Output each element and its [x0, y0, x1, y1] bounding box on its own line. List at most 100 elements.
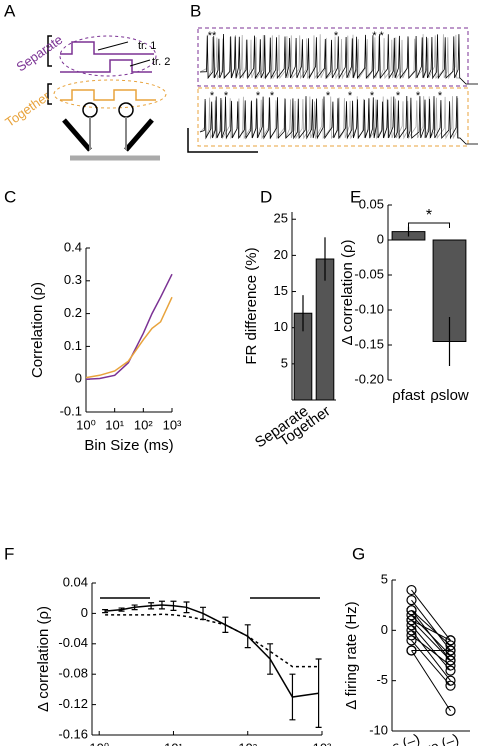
data-point	[406, 615, 417, 626]
y-tick-label: -5	[376, 672, 388, 687]
voltage-trace	[199, 96, 478, 145]
panel-label: F	[4, 544, 14, 563]
asterisk: *	[416, 90, 421, 102]
x-tick-label: 10¹	[105, 417, 124, 432]
y-tick-label: 0.05	[359, 196, 384, 211]
x-tick-label: 10²	[134, 417, 153, 432]
neuron	[118, 102, 134, 118]
y-tick-label: 0.04	[63, 574, 88, 589]
data-point	[445, 650, 456, 661]
asterisk: *	[326, 90, 331, 102]
y-tick-label: -0.05	[354, 266, 384, 281]
error-bar	[183, 601, 190, 614]
pair-line	[411, 589, 451, 641]
data-point	[445, 680, 456, 691]
y-tick-label: -0.16	[58, 726, 88, 741]
error-bar	[148, 602, 155, 610]
dendrite	[89, 117, 127, 150]
trace-wave	[60, 89, 156, 101]
data-point	[406, 595, 417, 606]
pair-line	[411, 609, 451, 646]
group-ellipse	[53, 79, 167, 109]
data-point	[445, 705, 456, 716]
y-tick-label: 15	[274, 283, 288, 298]
data-point	[406, 620, 417, 631]
data-point	[445, 660, 456, 671]
pair-line	[411, 630, 451, 681]
group-box	[197, 27, 469, 87]
trace-wave	[60, 59, 152, 73]
x-tick-label: 10³	[313, 740, 332, 746]
data-point	[406, 605, 417, 616]
x-tick-label: ρfast	[392, 387, 426, 404]
bracket	[47, 35, 52, 67]
panel-label: B	[190, 1, 201, 20]
data-point	[445, 655, 456, 666]
panel-a-diagram	[47, 35, 167, 161]
y-axis-label: Δ firing rate (Hz)	[343, 601, 360, 709]
y-tick-label: 0	[381, 622, 388, 637]
x-tick-label: 10³	[163, 417, 182, 432]
asterisk: *	[348, 90, 353, 102]
y-tick-label: 10	[274, 319, 288, 334]
panel-label: A	[4, 1, 16, 20]
significance-label: *	[426, 207, 432, 224]
x-axis-label: Bin Size (ms)	[84, 437, 173, 454]
y-tick-label: -0.12	[58, 696, 88, 711]
data-point	[406, 584, 417, 596]
data-point	[406, 630, 417, 641]
y-axis-label: Correlation (ρ)	[29, 282, 46, 378]
data-point	[406, 610, 417, 621]
pair-line	[411, 614, 451, 656]
y-tick-label: 25	[274, 211, 288, 226]
y-tick-label: 0	[81, 605, 88, 620]
neuron	[82, 102, 98, 118]
data-point	[445, 645, 456, 656]
group-box	[197, 87, 469, 147]
voltage-trace	[199, 33, 478, 85]
y-tick-label: 0	[75, 371, 82, 386]
error-bar	[158, 600, 165, 610]
pair-line	[411, 650, 451, 712]
series-line	[85, 296, 173, 379]
trial-label: tr. 2	[152, 56, 170, 68]
asterisk: *	[370, 90, 375, 102]
y-tick-label: -0.1	[60, 403, 82, 418]
error-bar	[170, 600, 177, 611]
pointer	[97, 41, 151, 67]
series-line	[105, 613, 319, 668]
x-tick-label: 10⁰	[89, 740, 109, 746]
error-bar	[131, 604, 138, 611]
voltage-trace	[199, 34, 478, 85]
x-tick-label: 10¹	[164, 740, 183, 746]
x-tick-label: 10²	[238, 740, 257, 746]
y-axis-label: Δ correlation (ρ)	[339, 239, 356, 345]
x-tick-label: ρslow	[430, 387, 469, 404]
error-bar	[102, 609, 109, 614]
data-point	[445, 665, 456, 676]
y-tick-label: 20	[274, 247, 288, 262]
series-line	[85, 273, 173, 380]
asterisk: *	[256, 90, 261, 102]
asterisk: *	[334, 30, 339, 42]
pair-line	[411, 619, 451, 661]
data-point	[445, 635, 456, 646]
data-point	[445, 675, 456, 686]
y-tick-label: -10	[369, 722, 388, 737]
asterisk: **	[208, 30, 217, 42]
asterisk: * *	[372, 30, 384, 42]
electrode	[62, 118, 154, 152]
data-point	[406, 635, 417, 646]
y-tick-label: -0.08	[58, 666, 88, 681]
y-axis-label: Δ correlation (ρ)	[35, 606, 52, 712]
trial-label: tr. 1	[138, 40, 156, 52]
panel-label: C	[4, 187, 16, 206]
group-ellipse	[59, 35, 157, 77]
error-bar	[315, 658, 322, 728]
error-bar	[289, 673, 296, 721]
pair-line	[411, 640, 451, 687]
group-label: Separate	[13, 32, 65, 75]
error-bar	[118, 607, 125, 612]
x-tick-label: 10⁰	[76, 417, 96, 432]
